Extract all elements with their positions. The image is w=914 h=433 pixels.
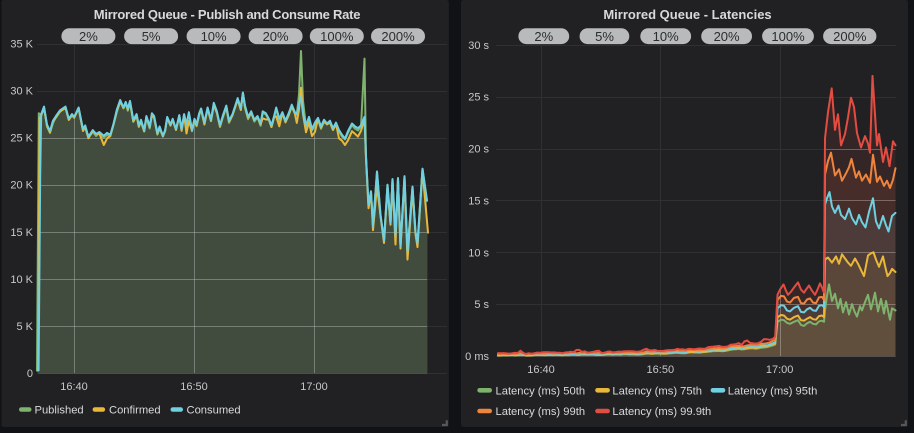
svg-text:200%: 200%: [833, 29, 867, 44]
svg-text:0 ms: 0 ms: [465, 351, 489, 363]
svg-text:10 s: 10 s: [468, 247, 489, 259]
svg-text:Latency (ms) 99th: Latency (ms) 99th: [496, 406, 586, 418]
svg-text:25 K: 25 K: [10, 133, 33, 145]
svg-text:Latency (ms) 75th: Latency (ms) 75th: [612, 385, 702, 397]
svg-text:20 s: 20 s: [468, 144, 489, 156]
svg-text:5%: 5%: [595, 29, 614, 44]
svg-text:200%: 200%: [381, 29, 415, 44]
svg-text:15 s: 15 s: [468, 195, 489, 207]
svg-text:2%: 2%: [79, 29, 98, 44]
svg-text:16:50: 16:50: [647, 364, 675, 376]
svg-text:20%: 20%: [263, 29, 289, 44]
svg-text:Latency (ms) 50th: Latency (ms) 50th: [496, 385, 586, 397]
svg-text:100%: 100%: [771, 29, 805, 44]
svg-text:30 s: 30 s: [468, 40, 489, 52]
svg-text:Mirrored Queue - Publish and C: Mirrored Queue - Publish and Consume Rat…: [94, 7, 360, 22]
svg-text:10%: 10%: [653, 29, 679, 44]
svg-text:16:50: 16:50: [180, 381, 208, 393]
svg-text:100%: 100%: [320, 29, 354, 44]
svg-text:2%: 2%: [534, 29, 553, 44]
svg-text:17:00: 17:00: [766, 364, 794, 376]
svg-text:10%: 10%: [201, 29, 227, 44]
svg-text:17:00: 17:00: [300, 381, 328, 393]
svg-text:5%: 5%: [142, 29, 161, 44]
svg-text:Latency (ms) 99.9th: Latency (ms) 99.9th: [612, 406, 711, 418]
svg-text:Mirrored Queue - Latencies: Mirrored Queue - Latencies: [603, 7, 771, 22]
svg-text:15 K: 15 K: [10, 227, 33, 239]
svg-text:20%: 20%: [714, 29, 740, 44]
svg-text:25 s: 25 s: [468, 92, 489, 104]
svg-text:35 K: 35 K: [10, 39, 33, 51]
svg-text:20 K: 20 K: [10, 180, 33, 192]
svg-text:Consumed: Consumed: [187, 405, 241, 417]
svg-text:Latency (ms) 95th: Latency (ms) 95th: [728, 385, 818, 397]
svg-text:Confirmed: Confirmed: [109, 405, 161, 417]
svg-text:30 K: 30 K: [10, 86, 33, 98]
svg-text:16:40: 16:40: [527, 364, 555, 376]
svg-text:5 s: 5 s: [474, 299, 489, 311]
svg-text:0: 0: [27, 368, 33, 380]
svg-text:16:40: 16:40: [60, 381, 88, 393]
svg-text:5 K: 5 K: [16, 321, 33, 333]
svg-text:10 K: 10 K: [10, 274, 33, 286]
svg-text:Published: Published: [35, 405, 84, 417]
